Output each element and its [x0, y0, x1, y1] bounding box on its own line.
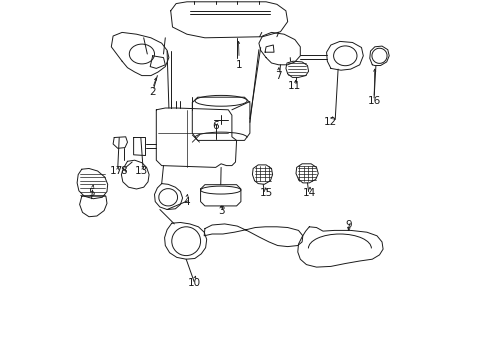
- Text: 16: 16: [366, 96, 380, 106]
- Text: 10: 10: [187, 278, 200, 288]
- Text: 9: 9: [345, 220, 351, 230]
- Text: 3: 3: [217, 206, 224, 216]
- Text: 2: 2: [149, 87, 156, 97]
- Text: 12: 12: [324, 117, 337, 127]
- Text: 17: 17: [110, 166, 123, 176]
- Text: 15: 15: [259, 188, 272, 198]
- Text: 13: 13: [135, 166, 148, 176]
- Text: 7: 7: [275, 71, 282, 81]
- Text: 5: 5: [88, 188, 95, 198]
- Text: 6: 6: [212, 121, 219, 131]
- Text: 4: 4: [183, 197, 190, 207]
- Text: 1: 1: [235, 60, 242, 70]
- Text: 11: 11: [288, 81, 301, 91]
- Text: 8: 8: [121, 166, 127, 176]
- Text: 14: 14: [302, 188, 315, 198]
